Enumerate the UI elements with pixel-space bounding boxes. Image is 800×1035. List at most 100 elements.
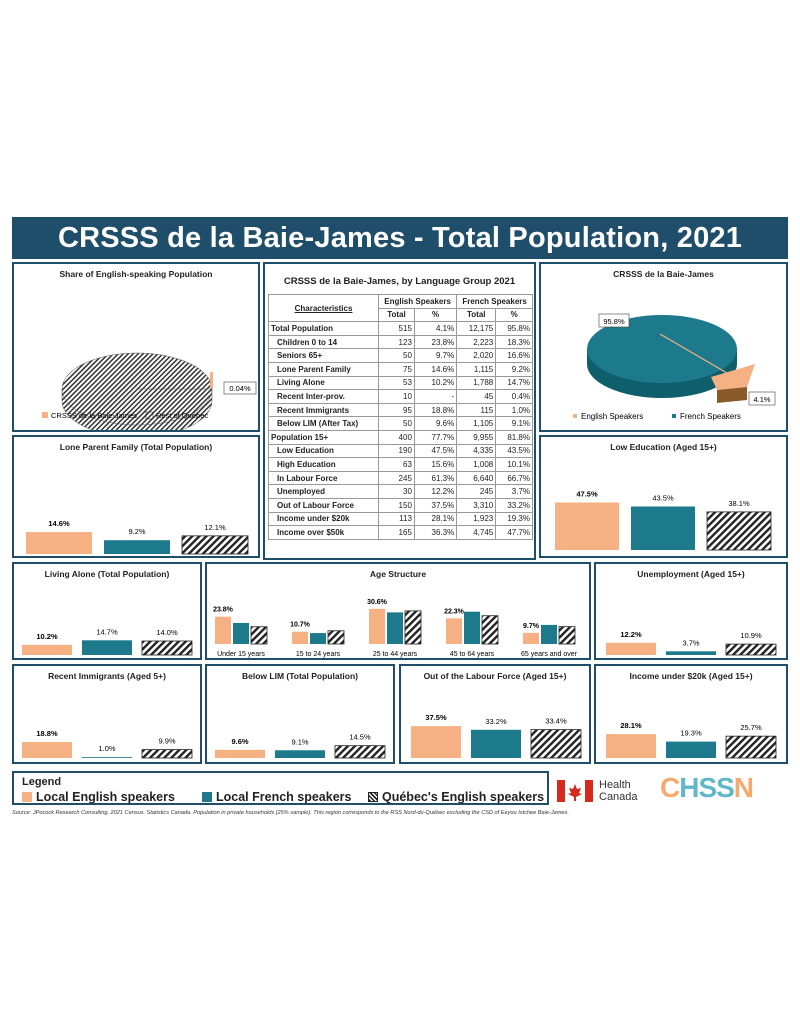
data-label: 10.2% [36, 632, 58, 641]
cell-eng-total: 150 [378, 497, 415, 513]
row-label: Seniors 65+ [268, 348, 379, 363]
bar-quebec [141, 640, 193, 656]
bar-quebec [141, 749, 193, 759]
row-label: Total Population [268, 321, 379, 336]
cell-eng-pct: 14.6% [413, 361, 458, 377]
table-panel: CRSSS de la Baie-James, by Language Grou… [263, 262, 536, 560]
table-row: Recent Inter-prov. 10-45 0.4% [268, 389, 533, 404]
legend-title: Legend [22, 776, 62, 788]
legend-swatch-crsss [42, 412, 48, 418]
cell-eng-pct: 15.6% [413, 457, 458, 472]
data-label: 37.5% [425, 713, 447, 722]
row-label: Living Alone [268, 375, 379, 391]
legend-label-english: Local English speakers [36, 790, 175, 804]
col-fr-pct: % [495, 307, 533, 323]
cell-fr-total: 1,923 [456, 511, 497, 527]
x-tick-label: 15 to 24 years [296, 651, 341, 658]
source-note: Source: JPocock Research Consulting. 202… [12, 810, 569, 816]
bar-english [446, 618, 462, 644]
alone-panel: Living Alone (Total Population) 10.2% 14.… [12, 562, 202, 660]
cell-fr-total: 1,115 [456, 361, 497, 377]
lang-legend-en: English Speakers [581, 412, 643, 421]
age-panel: Age Structure 23.8% Under 15 years 10.7% 15… [205, 562, 591, 660]
cell-fr-pct: 18.3% [495, 334, 533, 350]
cell-eng-total: 165 [378, 525, 415, 540]
data-label: 33.4% [545, 717, 567, 726]
chssn-logo: CHSSN [660, 772, 754, 804]
table-row: High Education 63 15.6% 1,008 10.1% [268, 457, 533, 472]
cell-fr-total: 245 [456, 484, 497, 499]
legend-swatch-english [22, 792, 32, 802]
col-eng-total: Total [378, 307, 415, 323]
table-row: Recent Immigrants 95 18.8% 115 1.0% [268, 402, 533, 418]
lowedu-panel: Low Education (Aged 15+) 47.5% 43.5% 38.1% [539, 435, 788, 558]
lang-panel: CRSSS de la Baie-James 95.8% 4.1% Englis… [539, 262, 788, 432]
row-label: Recent Inter-prov. [268, 389, 379, 404]
row-label: Low Education [268, 443, 379, 459]
logo-canada: Canada [599, 791, 638, 803]
cell-eng-pct: 37.5% [413, 497, 458, 513]
table-row: Low Education 190 47.5% 4,335 43.5% [268, 443, 533, 459]
table-row: Out of Labour Force 150 37.5% 3,310 33.2% [268, 497, 533, 513]
bar-english [215, 749, 265, 758]
data-label: 47.5% [576, 490, 598, 499]
unemp-panel: Unemployment (Aged 15+) 12.2% 3.7% 10.9% [594, 562, 788, 660]
data-label: 12.2% [620, 630, 642, 639]
cell-eng-pct: 4.1% [413, 321, 458, 336]
chssn-logo-text: CHSSN [660, 772, 754, 803]
unemp-bar-chart: 12.2% 3.7% 10.9% [606, 630, 777, 656]
table-row: Seniors 65+ 50 9.7% 2,020 16.6% [268, 348, 533, 363]
cell-fr-pct: 47.7% [495, 525, 533, 540]
cell-eng-pct: 9.7% [413, 348, 458, 363]
data-label: 14.7% [96, 627, 118, 636]
table-row: Population 15+ 400 77.7% 9,955 81.8% [268, 429, 533, 445]
bar-english [292, 631, 308, 644]
cell-eng-pct: 61.3% [413, 470, 458, 486]
bar-french [666, 651, 716, 655]
cell-fr-pct: 14.7% [495, 375, 533, 391]
cell-eng-total: 123 [378, 334, 415, 350]
bar-english [369, 608, 385, 644]
immig-title: Recent Immigrants (Aged 5+) [48, 671, 166, 681]
row-label: Unemployed [268, 484, 379, 499]
lang-label-en-box [748, 391, 776, 406]
bar-quebec [558, 626, 576, 645]
data-label: 1.0% [98, 744, 115, 753]
row-label: High Education [268, 457, 379, 472]
cell-fr-total: 1,788 [456, 375, 497, 391]
cell-fr-pct: 33.2% [495, 497, 533, 513]
table-row: Income over $50k 165 36.3% 4,745 47.7% [268, 525, 533, 540]
cell-eng-total: 75 [378, 361, 415, 377]
bar-quebec [706, 511, 772, 551]
legend-swatch-french [202, 792, 212, 802]
age-title: Age Structure [369, 569, 427, 579]
col-characteristics: Characteristics [268, 293, 379, 323]
cell-fr-total: 45 [456, 389, 497, 404]
data-label: 9.7% [523, 623, 540, 630]
cell-fr-pct: 19.3% [495, 511, 533, 527]
bar-french [275, 750, 325, 758]
bar-quebec [481, 615, 499, 645]
cell-eng-total: 400 [378, 429, 415, 445]
row-label: Recent Immigrants [268, 402, 379, 418]
table-row: Living Alone 53 10.2% 1,788 14.7% [268, 375, 533, 391]
lim-bar-chart: 9.6% 9.1% 14.5% [215, 733, 386, 759]
data-label: 25.7% [740, 723, 762, 732]
bar-quebec [181, 535, 249, 555]
stats-table: Characteristics English Speakers French … [268, 293, 533, 540]
table-row: Income under $20k 113 28.1% 1,923 19.3% [268, 511, 533, 527]
x-tick-label: 45 to 64 years [450, 651, 495, 658]
cell-eng-total: 63 [378, 457, 415, 472]
cell-eng-total: 30 [378, 484, 415, 499]
outlf-panel: Out of the Labour Force (Aged 15+) 37.5%… [399, 664, 591, 764]
cell-eng-total: 10 [378, 389, 415, 404]
bar-french [104, 540, 170, 554]
share-data-label: 0.04% [229, 384, 251, 393]
lowedu-title: Low Education (Aged 15+) [610, 442, 717, 452]
row-label: In Labour Force [268, 470, 379, 486]
cell-eng-pct: 12.2% [413, 484, 458, 499]
logo-health: Health [599, 779, 631, 791]
col-english: English Speakers [377, 294, 458, 309]
legend-label-quebec: Québec's English speakers [382, 790, 545, 804]
cell-fr-total: 4,745 [456, 525, 497, 540]
